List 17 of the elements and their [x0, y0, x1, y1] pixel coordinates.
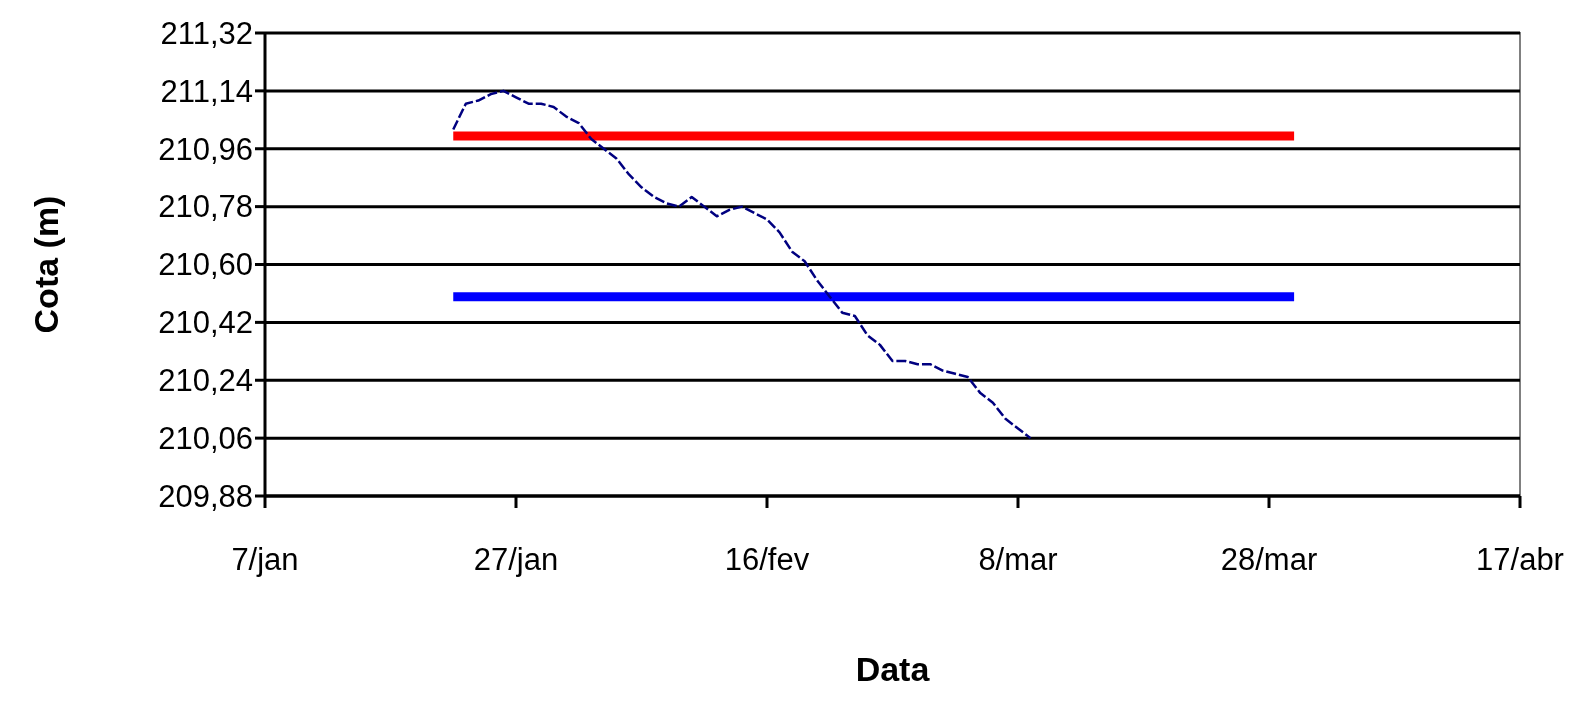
- y-tick-label: 211,32: [160, 15, 253, 51]
- x-tick-label: 8/mar: [978, 542, 1058, 577]
- y-tick-label: 210,06: [158, 420, 253, 456]
- x-axis-title: Data: [855, 650, 931, 688]
- x-tick-label: 27/jan: [473, 542, 559, 577]
- y-tick-label: 210,42: [158, 305, 253, 341]
- y-tick-label: 210,78: [158, 189, 253, 225]
- x-tick-label: 17/abr: [1476, 542, 1564, 577]
- y-tick-label: 210,96: [158, 131, 253, 167]
- x-tick-label: 7/jan: [231, 542, 299, 577]
- y-tick-label: 210,60: [158, 247, 253, 283]
- y-tick-label: 209,88: [158, 478, 253, 514]
- y-axis-title: Cota (m): [27, 195, 65, 334]
- x-tick-label: 16/fev: [724, 542, 810, 577]
- x-tick-label: 28/mar: [1220, 542, 1318, 577]
- y-tick-label: 211,14: [160, 73, 253, 109]
- y-tick-label: 210,24: [158, 363, 253, 399]
